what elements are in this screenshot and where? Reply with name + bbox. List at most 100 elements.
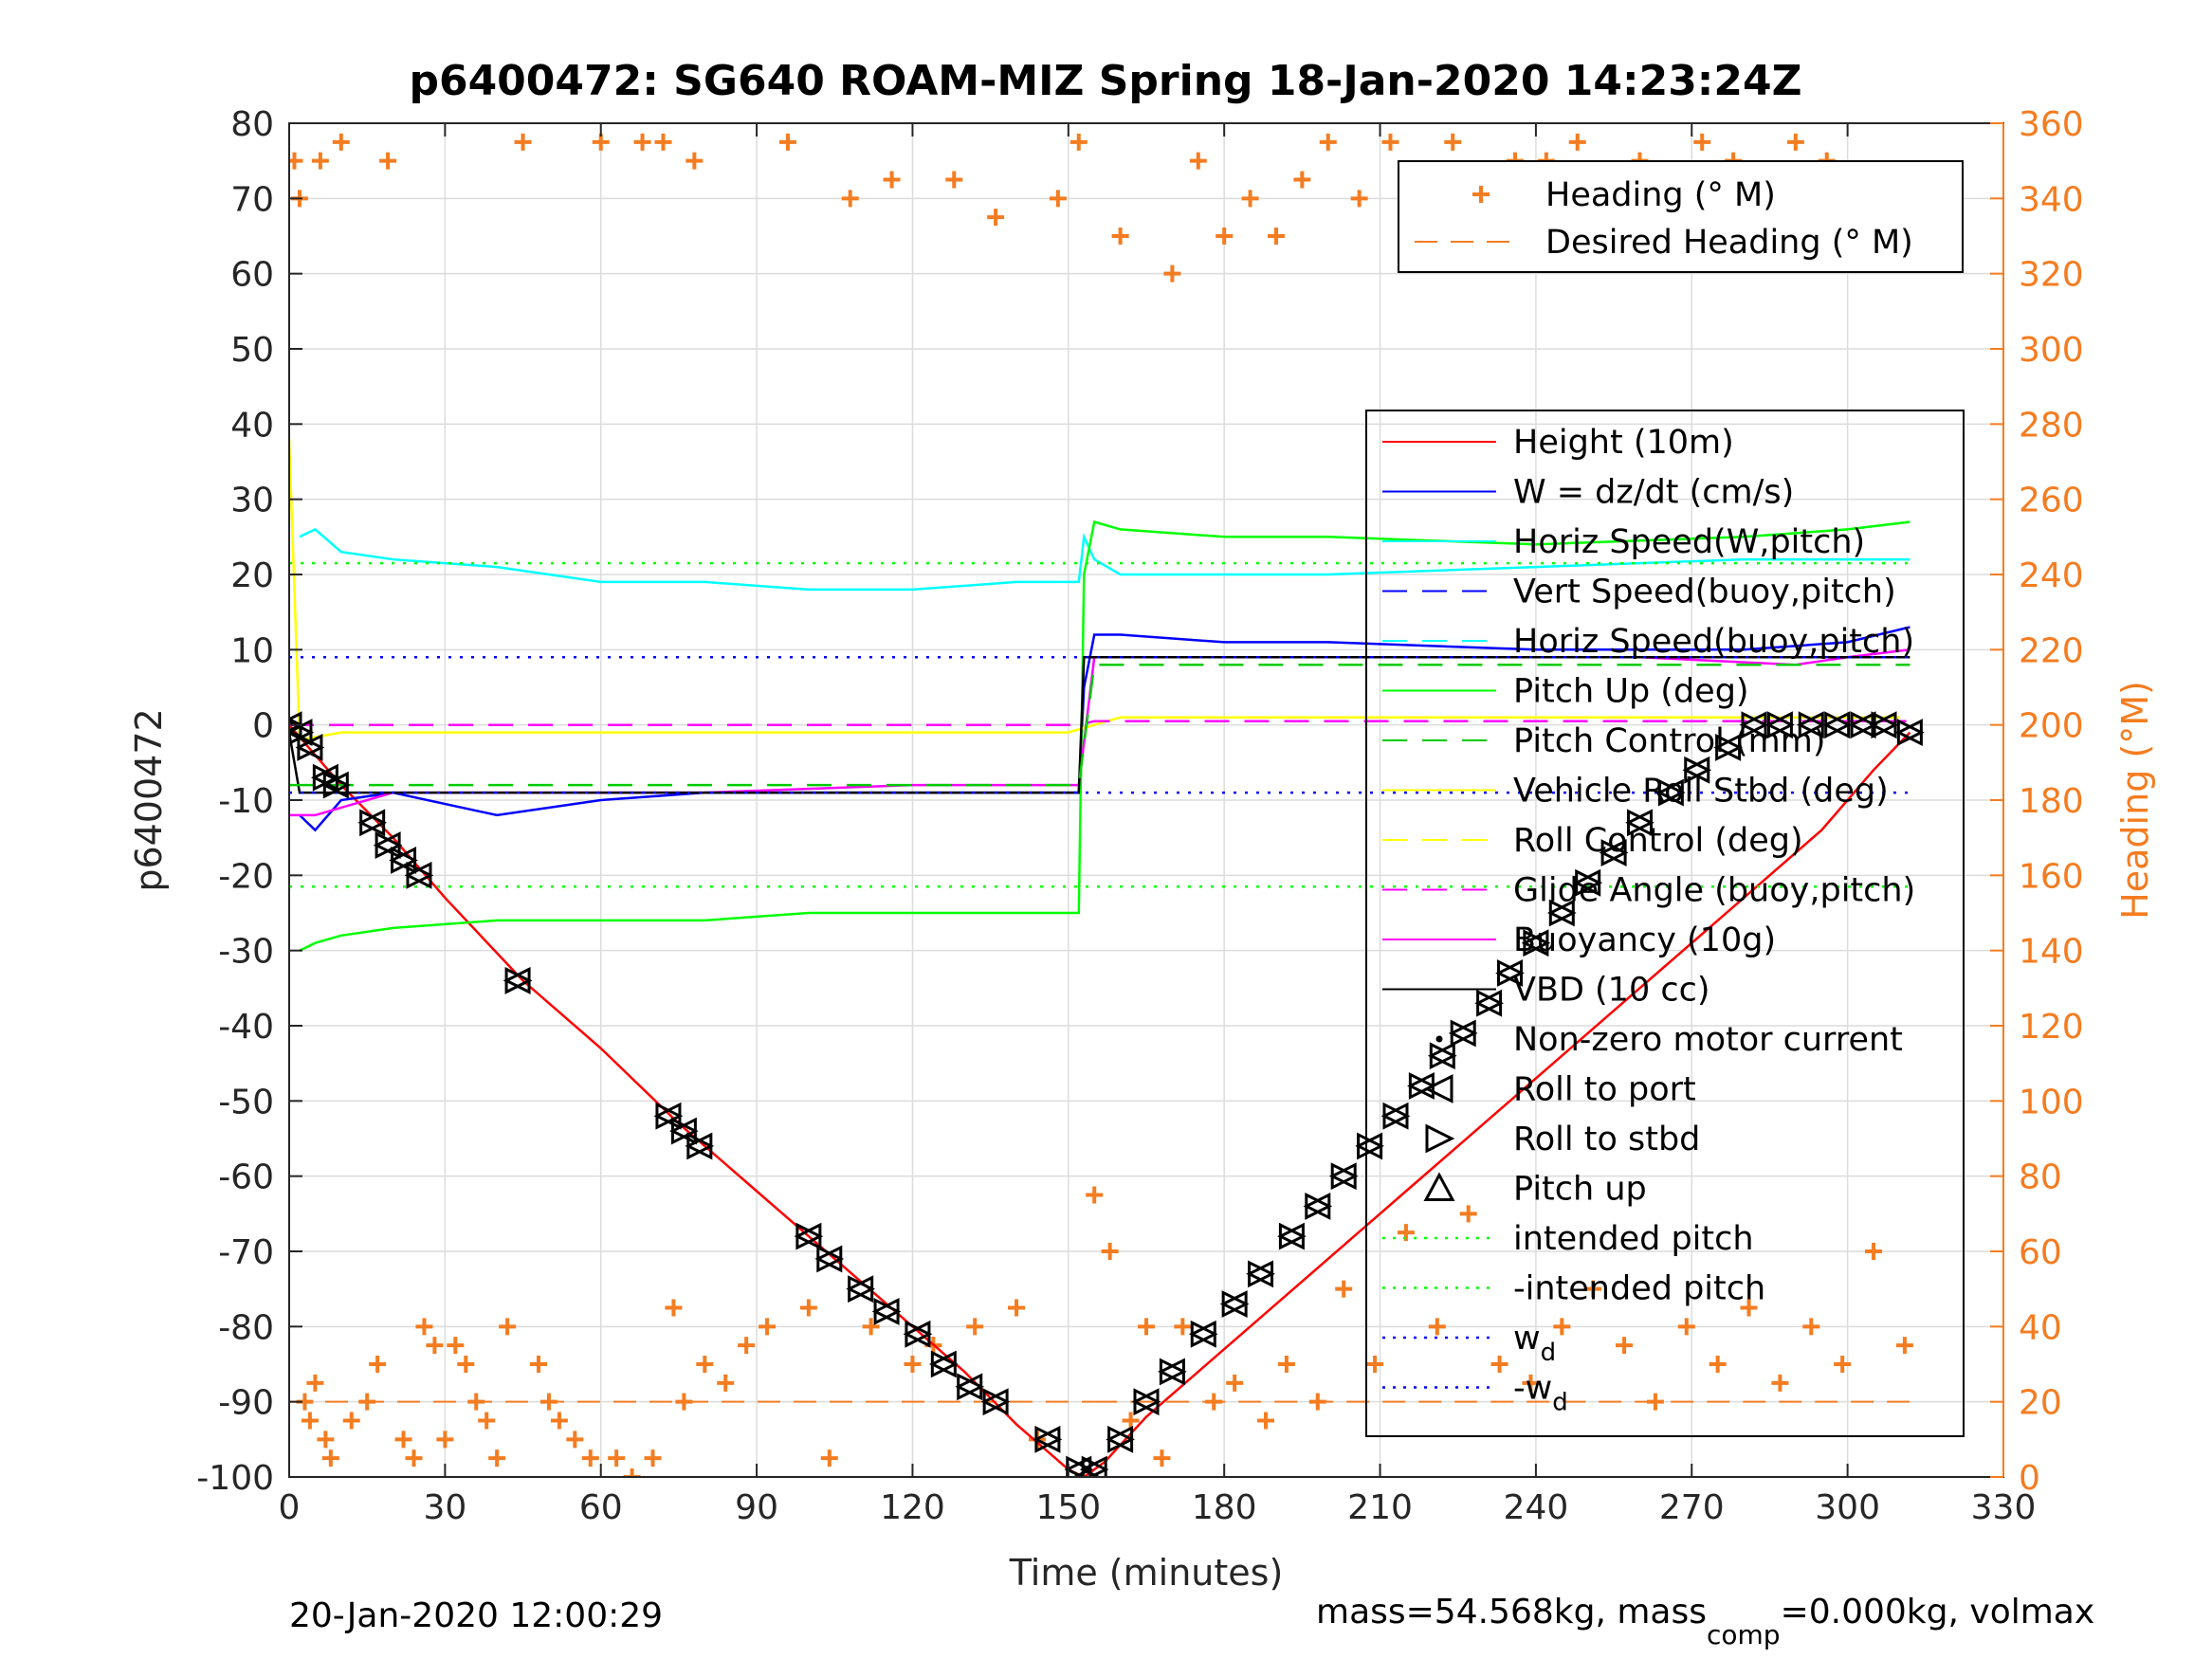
heading-point xyxy=(447,1337,465,1355)
heading-point xyxy=(1293,171,1311,189)
heading-point xyxy=(1049,190,1067,208)
heading-legend-items: Heading (° M) Desired Heading (° M) xyxy=(1415,176,1913,262)
series-line xyxy=(289,439,1900,741)
heading-point xyxy=(778,133,796,151)
chart-title: p6400472: SG640 ROAM-MIZ Spring 18-Jan-2… xyxy=(409,57,1801,105)
legend-label: Roll Control (deg) xyxy=(1513,822,1803,860)
y2-tick-label: 180 xyxy=(2019,782,2084,821)
legend-label-text: Horiz Speed(W,pitch) xyxy=(1513,523,1865,561)
heading-point xyxy=(1257,1412,1275,1430)
heading-point xyxy=(289,152,303,170)
y-axis-label: p6400472 xyxy=(128,708,170,891)
x-tick-label: 90 xyxy=(735,1488,778,1527)
heading-point xyxy=(581,1449,599,1468)
legend-label: -wd xyxy=(1513,1370,1568,1417)
y2-axis-label: Heading (°M) xyxy=(2114,681,2156,920)
roll-stbd-marker xyxy=(1626,809,1654,837)
roll-stbd-marker xyxy=(1034,1425,1063,1453)
footer-date: 20-Jan-2020 12:00:29 xyxy=(289,1596,663,1635)
heading-point xyxy=(686,152,704,170)
y2-tick-label: 80 xyxy=(2019,1158,2062,1197)
heading-point xyxy=(1069,133,1088,151)
heading-point xyxy=(862,1318,880,1336)
y2-tick-label: 40 xyxy=(2019,1308,2062,1347)
roll-stbd-marker xyxy=(1824,711,1853,739)
y-tick-label: 70 xyxy=(230,180,274,219)
heading-point xyxy=(654,133,672,151)
legend-label: Non-zero motor current xyxy=(1513,1021,1903,1059)
y-tick-label: -80 xyxy=(218,1308,274,1347)
x-tick-label: 0 xyxy=(279,1488,301,1527)
roll-stbd-marker xyxy=(1575,868,1603,897)
x-tick-label: 120 xyxy=(880,1488,945,1527)
heading-point xyxy=(1865,1243,1883,1260)
roll-stbd-marker xyxy=(391,847,418,874)
x-axis: 0 30 60 90 120 150 180 210 240 270 300 330 xyxy=(279,123,2036,1527)
roll-stbd-marker xyxy=(670,1117,699,1145)
series-line xyxy=(299,520,1910,952)
roll-stbd-marker xyxy=(816,1245,845,1273)
roll-stbd-marker xyxy=(322,771,351,799)
roll-stbd-marker xyxy=(1715,734,1743,761)
legend-label: Horiz Speed(W,pitch) xyxy=(1513,523,1865,561)
heading-point xyxy=(529,1356,547,1373)
legend-label-text: Vehicle Roll Stbd (deg) xyxy=(1513,773,1889,811)
heading-point xyxy=(488,1449,506,1468)
heading-point xyxy=(1616,1337,1634,1355)
roll-stbd-marker xyxy=(1896,719,1925,747)
footer-mass-sub: comp xyxy=(1707,1619,1781,1650)
y-tick-label: -90 xyxy=(218,1384,274,1423)
heading-point xyxy=(1895,1337,1913,1355)
roll-stbd-marker xyxy=(1741,711,1769,739)
heading-point xyxy=(945,171,963,189)
roll-stbd-marker xyxy=(375,831,403,860)
x-tick-label: 300 xyxy=(1815,1488,1880,1527)
roll-stbd-marker xyxy=(1159,1358,1187,1386)
legend-label: Roll to port xyxy=(1513,1071,1696,1109)
heading-point xyxy=(369,1356,387,1373)
roll-stbd-marker xyxy=(1278,1222,1307,1250)
y2-tick-label: 240 xyxy=(2019,556,2084,595)
roll-stbd-marker xyxy=(1305,1192,1333,1220)
roll-stbd-marker xyxy=(1523,929,1551,957)
main-legend-items: Height (10m) W = dz/dt (cm/s) Horiz Speed(… xyxy=(1382,424,1915,1417)
heading-point xyxy=(1584,1280,1602,1298)
y-tick-label: 10 xyxy=(230,631,274,670)
y-tick-label: -50 xyxy=(218,1083,274,1121)
y-tick-label: 30 xyxy=(230,482,274,520)
heading-point xyxy=(717,1374,735,1392)
roll-stbd-marker xyxy=(795,1222,824,1250)
heading-point xyxy=(1241,190,1259,208)
legend-label: intended pitch xyxy=(1513,1220,1754,1258)
heading-legend-swatch xyxy=(1472,186,1490,203)
main-legend: Height (10m) W = dz/dt (cm/s) Horiz Speed(… xyxy=(1365,410,1965,1437)
legend-label-text: Pitch Control (mm) xyxy=(1513,722,1825,760)
x-tick-label: 240 xyxy=(1504,1488,1569,1527)
roll-stbd-marker xyxy=(1133,1388,1161,1416)
heading-point xyxy=(1677,1318,1695,1336)
y2-tick-label: 280 xyxy=(2019,406,2084,445)
legend-swatch xyxy=(1423,1172,1455,1201)
heading-legend-label: Desired Heading (° M) xyxy=(1545,224,1913,262)
heading-point xyxy=(1459,1205,1477,1223)
heading-point xyxy=(478,1412,496,1430)
legend-label-text: Height (10m) xyxy=(1513,424,1734,462)
y2-tick-label: 200 xyxy=(2019,707,2084,746)
roll-stbd-marker xyxy=(1066,1455,1094,1477)
heading-point xyxy=(1568,133,1586,151)
x-tick-label: 150 xyxy=(1035,1488,1101,1527)
legend-label: Horiz Speed(buoy,pitch) xyxy=(1513,623,1914,661)
footer-mass-prefix: mass=54.568kg, mass xyxy=(1316,1593,1707,1632)
legend-swatch xyxy=(1435,1035,1443,1043)
heading-point xyxy=(1277,1356,1295,1373)
roll-stbd-marker xyxy=(1248,1260,1275,1288)
roll-stbd-marker xyxy=(1357,1132,1384,1160)
heading-point xyxy=(1802,1318,1820,1336)
heading-point xyxy=(1366,1356,1384,1373)
heading-point xyxy=(1163,264,1181,283)
heading-point xyxy=(1216,228,1234,245)
y-tick-label: 80 xyxy=(230,105,274,144)
y2-tick-label: 100 xyxy=(2019,1083,2084,1121)
legend-label-text: intended pitch xyxy=(1513,1220,1754,1258)
